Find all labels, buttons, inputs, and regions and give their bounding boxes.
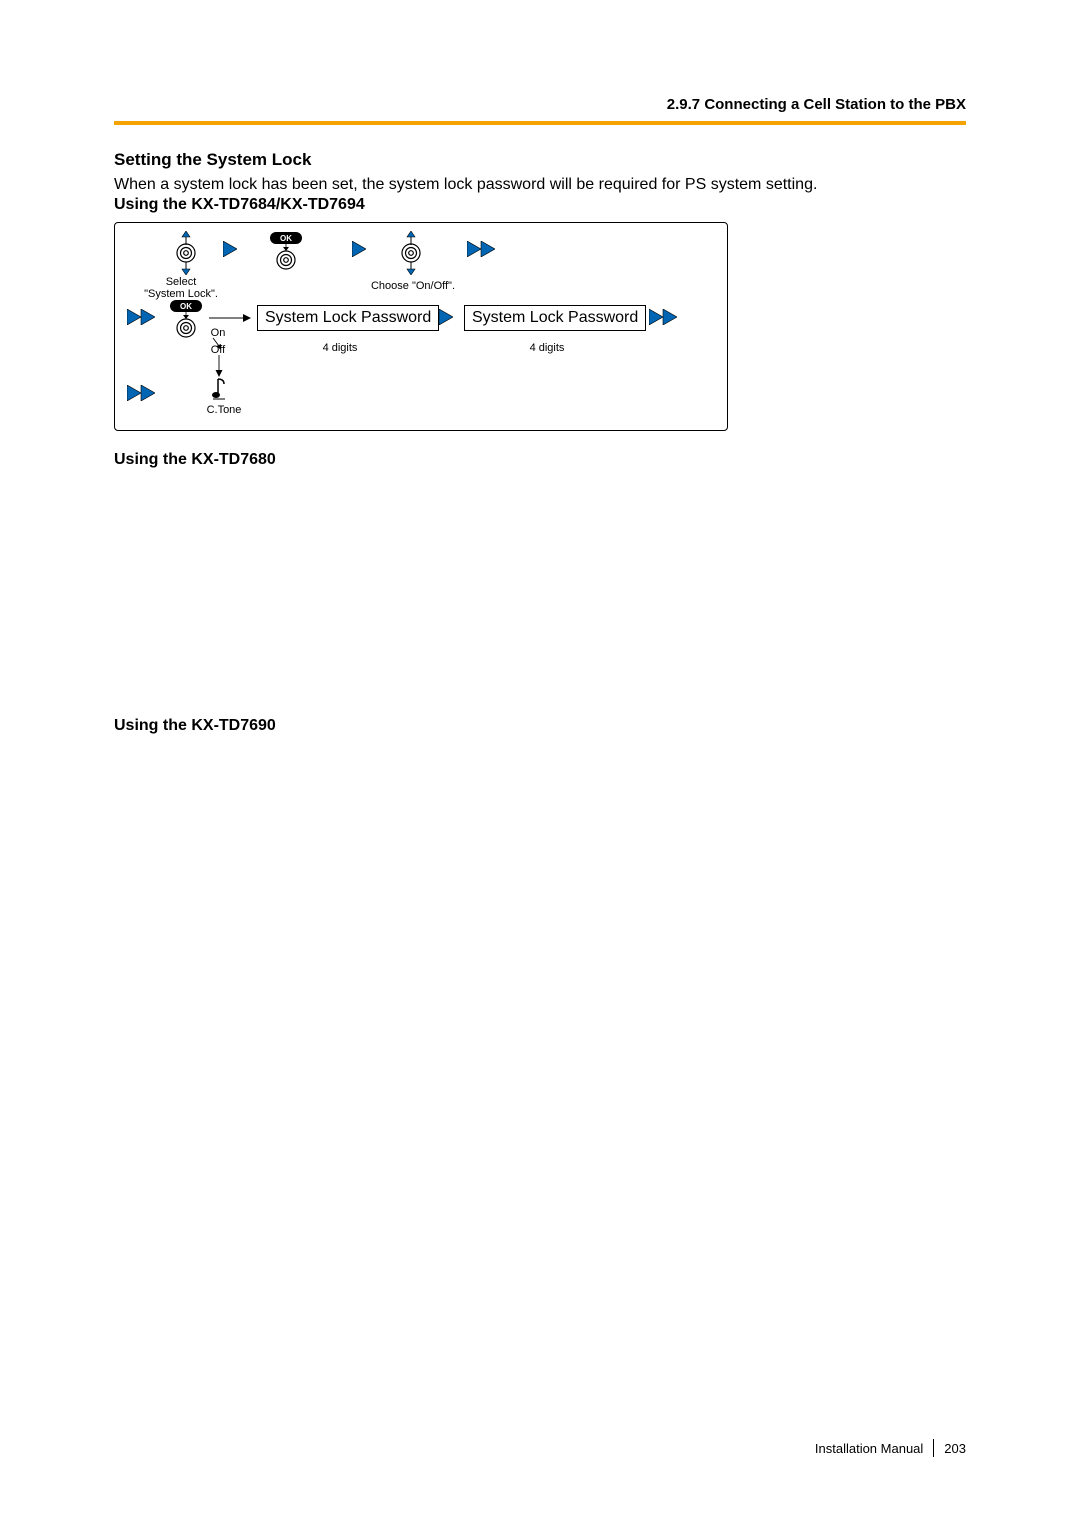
step1-label-line2: "System Lock". [144, 288, 218, 300]
double-play-arrow-icon [649, 309, 677, 325]
ctone-label: C.Tone [199, 404, 249, 416]
double-play-arrow-icon [127, 385, 155, 401]
thin-right-arrow-icon [209, 313, 251, 323]
diagram-kx-td7684: OK [114, 222, 728, 431]
footer-separator [933, 1439, 934, 1457]
footer-page-number: 203 [944, 1441, 966, 1456]
step1-label-line1: Select [166, 276, 197, 288]
play-arrow-icon [223, 241, 237, 257]
header-title: 2.9.7 Connecting a Cell Station to the P… [114, 96, 966, 121]
ok-button-icon: OK [268, 232, 304, 272]
step3-label: Choose "On/Off". [365, 280, 461, 292]
step1-label: Select "System Lock". [133, 276, 229, 300]
password-box-2: System Lock Password [464, 305, 646, 331]
svg-text:OK: OK [180, 302, 192, 311]
thin-down-arrow-icon [214, 355, 224, 377]
digits-label-1: 4 digits [310, 342, 370, 354]
digits-label-2: 4 digits [517, 342, 577, 354]
thin-arrow-icon [281, 243, 291, 251]
device3-heading: Using the KX-TD7690 [114, 717, 966, 735]
double-play-arrow-icon [467, 241, 495, 257]
diagram2-placeholder [114, 477, 966, 717]
play-arrow-icon [352, 241, 366, 257]
diagram3-placeholder [114, 743, 966, 943]
heading-setting-system-lock: Setting the System Lock [114, 150, 966, 170]
footer-doc-title: Installation Manual [815, 1441, 923, 1456]
page-content: Setting the System Lock When a system lo… [114, 150, 966, 943]
device2-heading: Using the KX-TD7680 [114, 451, 966, 469]
double-play-arrow-icon [127, 309, 155, 325]
music-note-icon [211, 377, 229, 401]
device1-heading: Using the KX-TD7684/KX-TD7694 [114, 196, 966, 214]
svg-text:OK: OK [280, 234, 292, 243]
play-arrow-icon [439, 309, 453, 325]
password-box-1: System Lock Password [257, 305, 439, 331]
thin-arrow-icon [181, 311, 191, 319]
joystick-icon [398, 231, 424, 275]
intro-text: When a system lock has been set, the sys… [114, 176, 966, 194]
section-title: Connecting a Cell Station to the PBX [704, 96, 966, 113]
section-number: 2.9.7 [667, 96, 700, 113]
page-footer: Installation Manual 203 [114, 1439, 966, 1457]
ok-button-icon: OK [168, 300, 204, 340]
page-header: 2.9.7 Connecting a Cell Station to the P… [114, 96, 966, 125]
header-accent-rule [114, 121, 966, 125]
joystick-icon [173, 231, 199, 275]
